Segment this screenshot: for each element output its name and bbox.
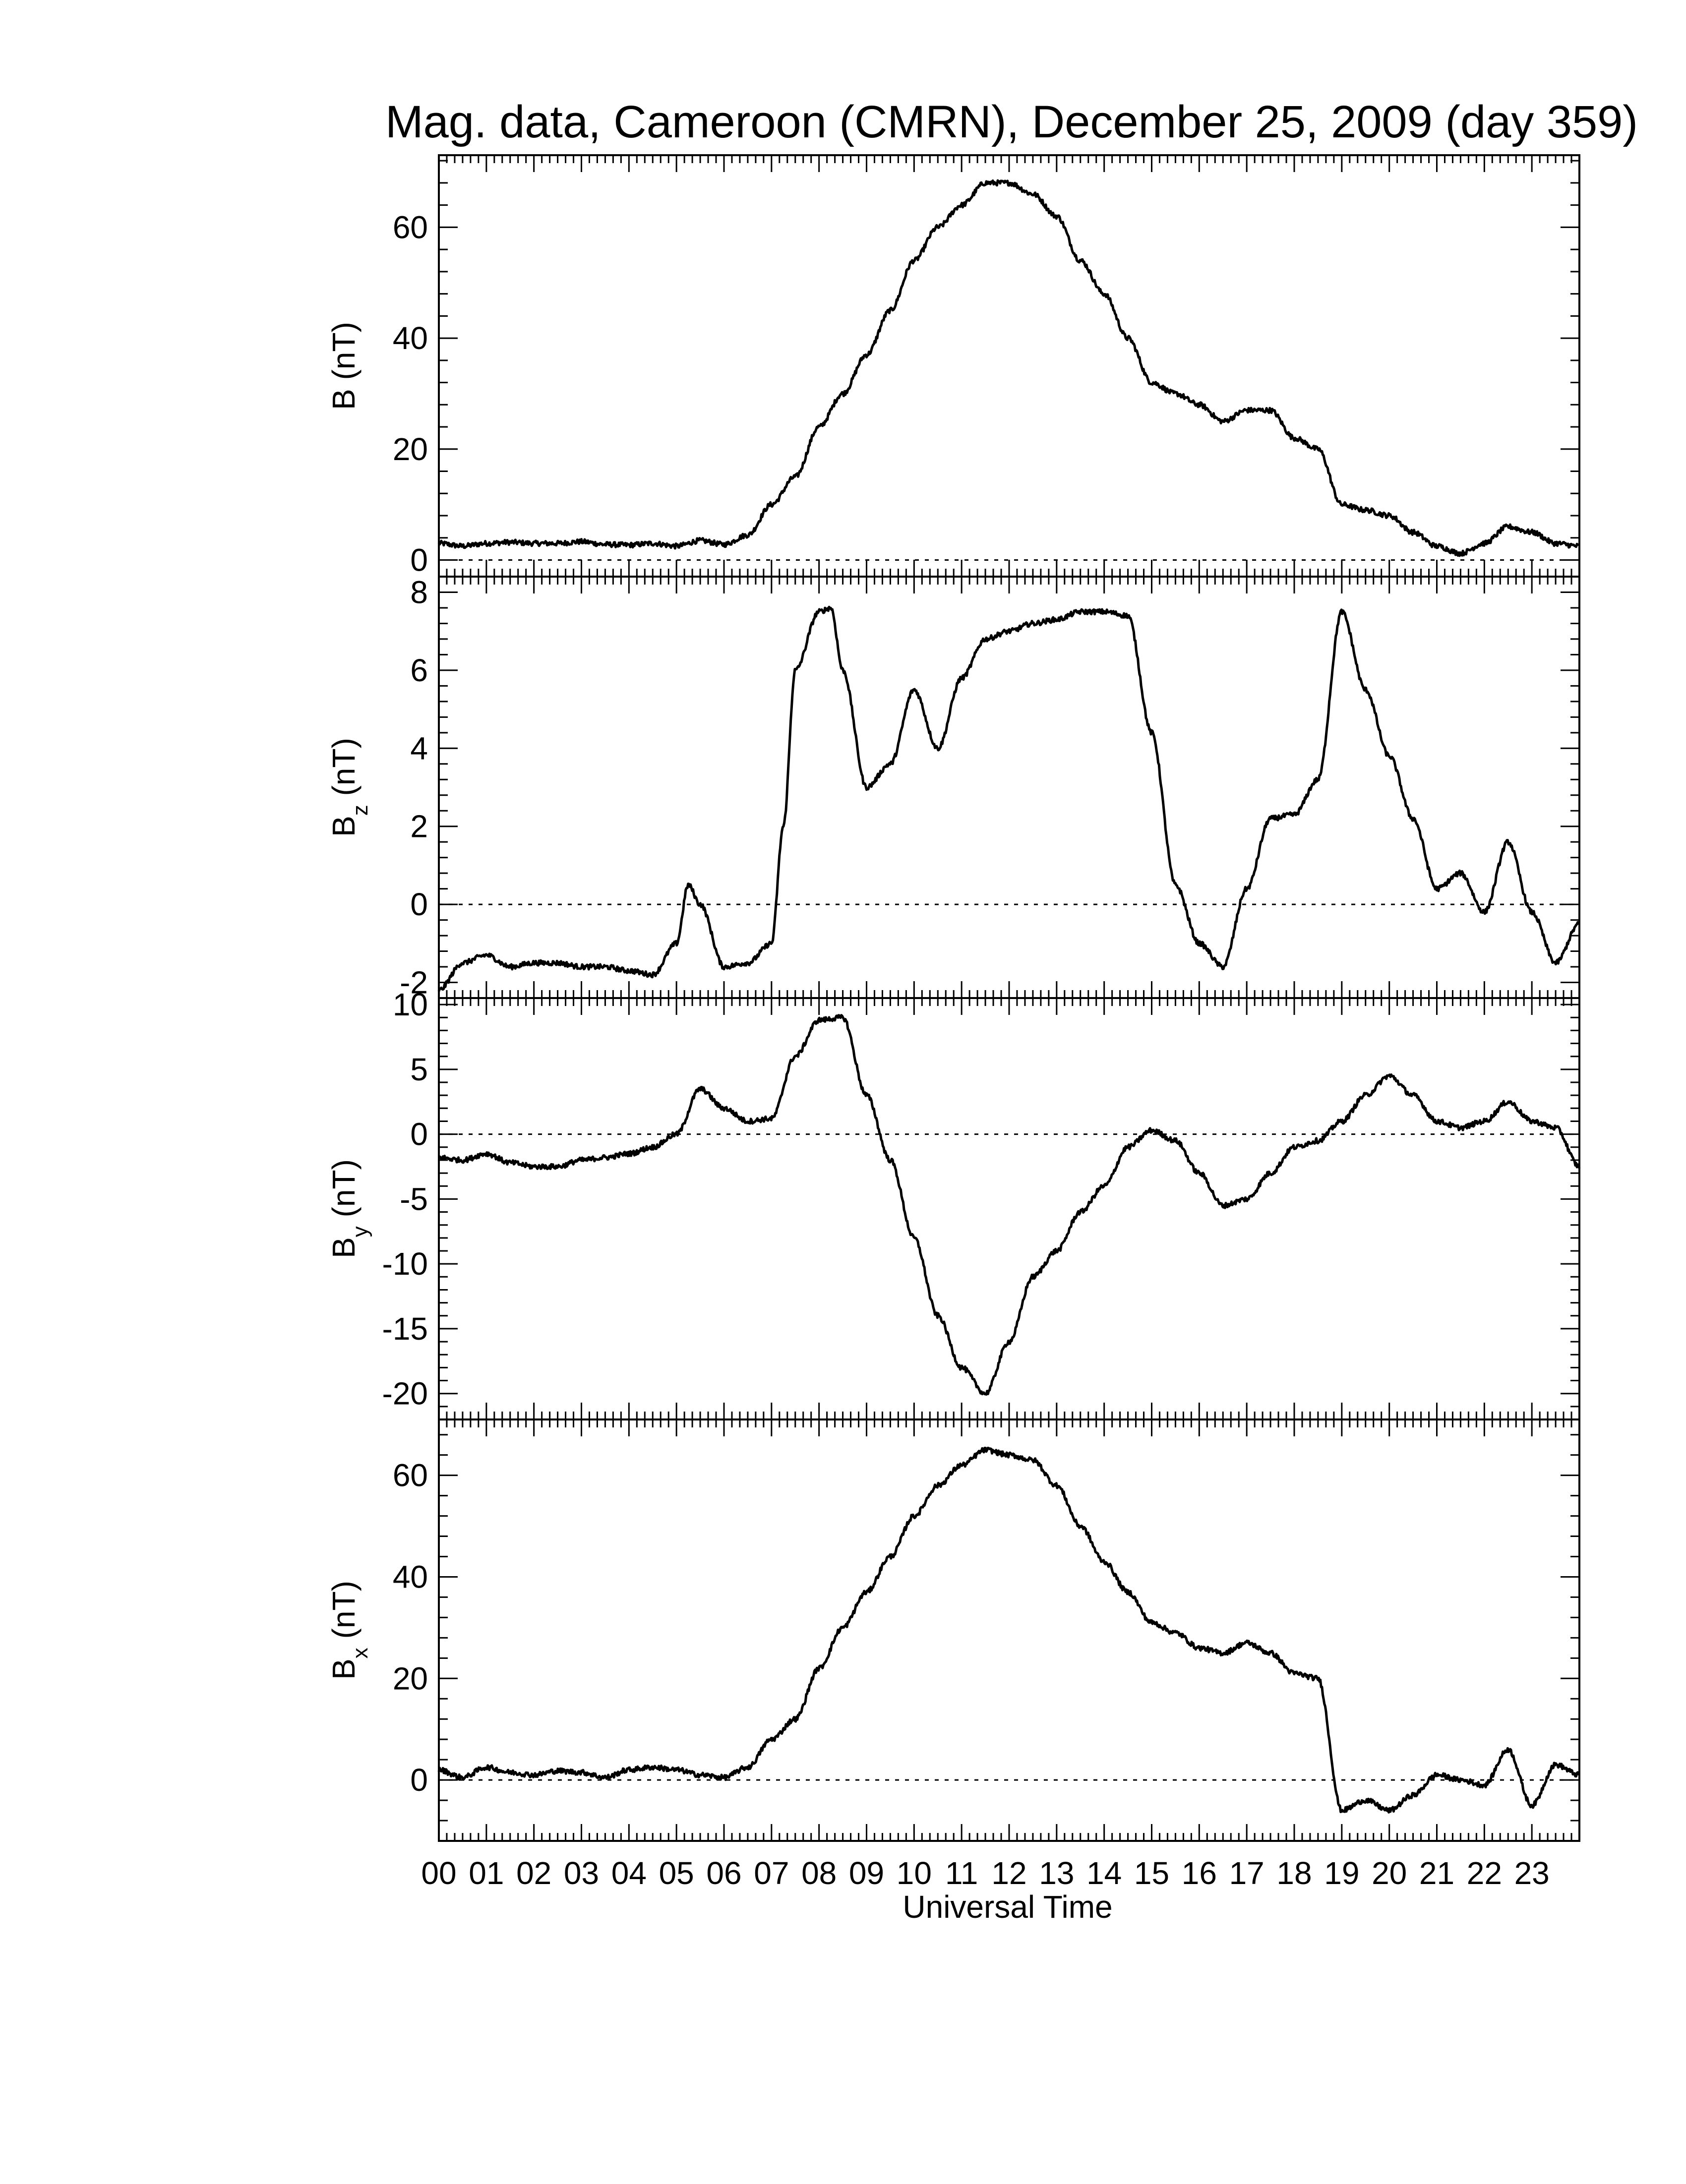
x-tick-label: 04	[611, 1855, 647, 1891]
x-ticks	[438, 998, 1580, 1419]
x-tick-label: 00	[421, 1855, 456, 1891]
panel-3: -20 -15 -10 -5 0 5 10 By (nT)	[326, 987, 1581, 1420]
x-tick-label: 03	[564, 1855, 599, 1891]
x-tick-label: 12	[991, 1855, 1026, 1891]
x-tick-label: 19	[1324, 1855, 1359, 1891]
x-tick-label: 17	[1229, 1855, 1264, 1891]
x-tick-label: 13	[1039, 1855, 1074, 1891]
x-tick-label: 18	[1276, 1855, 1312, 1891]
y-tick-label: -2	[400, 965, 428, 1001]
panel-1: 0 20 40 60 B (nT)	[326, 154, 1580, 578]
y-ticks: 0 20 40 60	[393, 160, 1579, 578]
series-line	[438, 1014, 1581, 1396]
series-line	[437, 179, 1580, 557]
x-tick-label: 23	[1514, 1855, 1550, 1891]
x-tick-label: 22	[1467, 1855, 1502, 1891]
x-tick-label: 11	[945, 1855, 978, 1891]
x-tick-label: 06	[706, 1855, 741, 1891]
x-tick-label: 10	[897, 1855, 932, 1891]
y-ticks: -2 0 2 4 6 8	[400, 574, 1579, 1001]
series-line	[437, 605, 1580, 992]
x-ticks	[438, 1419, 1580, 1841]
y-tick-label: 40	[393, 320, 428, 356]
x-tick-label: 01	[469, 1855, 504, 1891]
y-tick-label: -5	[400, 1181, 428, 1217]
y-tick-label: 6	[410, 652, 428, 688]
x-tick-label: 21	[1419, 1855, 1454, 1891]
x-tick-label: 09	[849, 1855, 884, 1891]
y-tick-label: 8	[410, 574, 428, 610]
y-axis-label: B (nT)	[326, 322, 361, 410]
y-tick-label: 0	[410, 542, 428, 578]
y-tick-label: 60	[393, 209, 428, 245]
y-tick-label: -15	[382, 1311, 428, 1347]
y-tick-label: 10	[393, 987, 428, 1022]
y-axis-label: Bx (nT)	[326, 1581, 372, 1680]
x-ticks	[438, 577, 1580, 998]
y-tick-label: 0	[410, 1117, 428, 1152]
y-tick-label: 60	[393, 1458, 428, 1493]
y-tick-label: -10	[382, 1246, 428, 1282]
y-tick-label: 2	[410, 809, 428, 844]
y-ticks: 0 20 40 60	[393, 1434, 1579, 1842]
y-axis-label: Bz (nT)	[326, 738, 372, 837]
x-tick-label: 16	[1182, 1855, 1217, 1891]
x-tick-label: 20	[1372, 1855, 1407, 1891]
x-ticks	[438, 155, 1580, 577]
series-line	[437, 1446, 1580, 1814]
y-tick-label: 20	[393, 431, 428, 467]
x-tick-label: 14	[1086, 1855, 1122, 1891]
x-axis-label: Universal Time	[903, 1889, 1112, 1925]
y-tick-label: 0	[410, 886, 428, 922]
y-tick-label: 0	[410, 1762, 428, 1798]
y-tick-label: 4	[410, 730, 428, 766]
panel-4: 0 20 40 60 Bx (nT)	[326, 1418, 1580, 1842]
x-tick-label: 05	[659, 1855, 694, 1891]
y-tick-label: -20	[382, 1376, 428, 1412]
y-ticks: -20 -15 -10 -5 0 5 10	[382, 987, 1579, 1420]
y-tick-label: 5	[410, 1052, 428, 1087]
y-tick-label: 40	[393, 1559, 428, 1594]
x-tick-labels: 00 01 02 03 04 05 06 07 08 09 10 11 12 13 14 15 16 17 18 19…	[421, 1855, 1549, 1891]
y-axis-label: By (nT)	[326, 1159, 372, 1258]
x-tick-label: 02	[516, 1855, 551, 1891]
x-tick-label: 08	[801, 1855, 837, 1891]
x-tick-label: 15	[1134, 1855, 1169, 1891]
x-tick-label: 07	[754, 1855, 789, 1891]
y-tick-label: 20	[393, 1660, 428, 1696]
chart-title: Mag. data, Cameroon (CMRN), December 25,…	[385, 97, 1638, 147]
